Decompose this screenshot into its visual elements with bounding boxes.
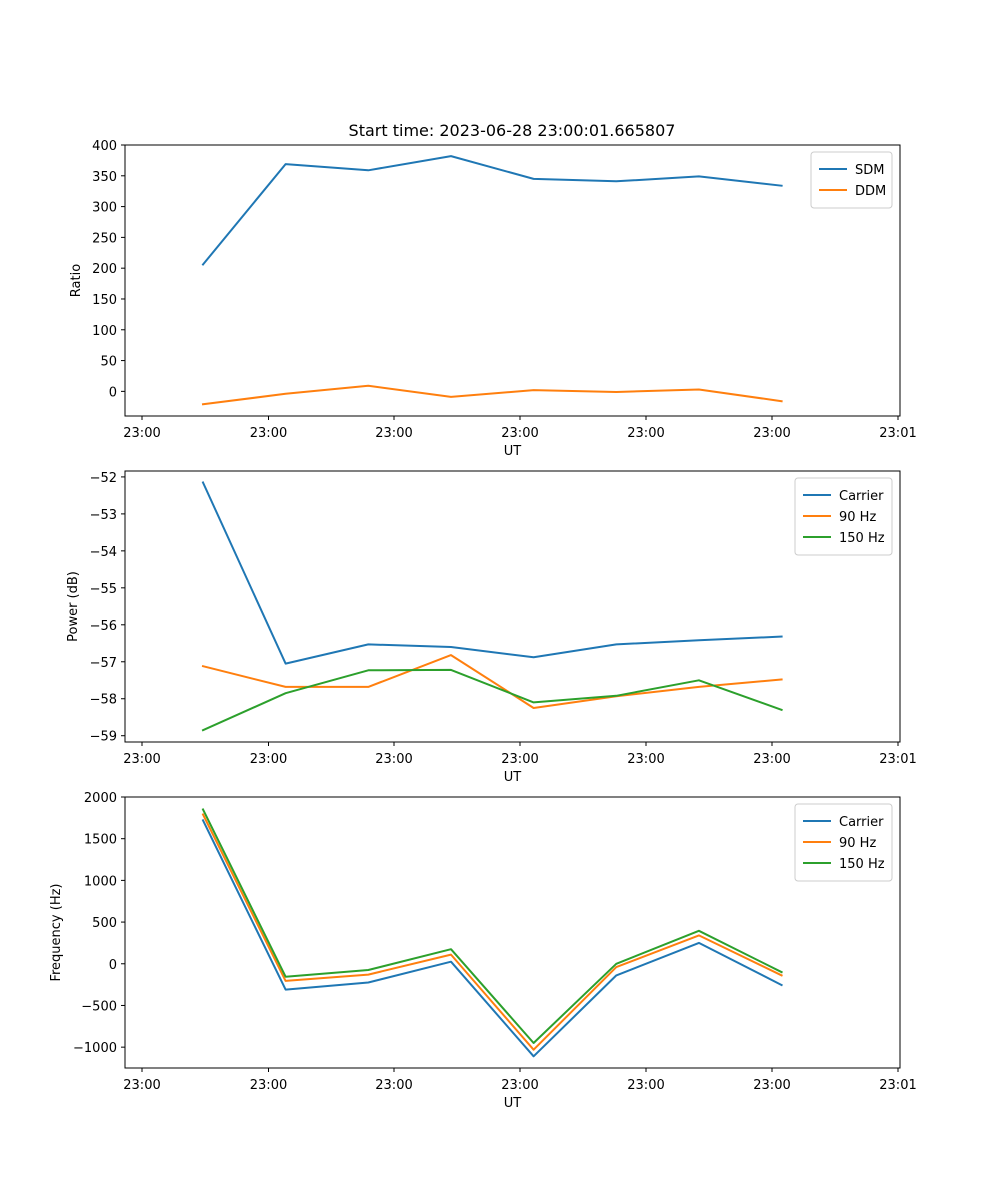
y-axis-label: Power (dB) — [66, 571, 81, 642]
legend-box — [810, 151, 893, 209]
y-tick-label: 500 — [92, 916, 117, 931]
y-tick-label: 150 — [92, 293, 117, 308]
y-tick-label: 400 — [92, 139, 117, 154]
x-tick-label: 23:00 — [627, 1078, 664, 1093]
legend-label: Carrier — [839, 815, 884, 830]
y-tick-label: −55 — [90, 582, 117, 597]
series-line-ddm — [201, 384, 783, 406]
series-line-sdm — [201, 155, 783, 266]
axes-frame — [124, 796, 901, 1069]
y-tick-label: −57 — [90, 656, 117, 671]
y-tick-label: 350 — [92, 170, 117, 185]
legend: Carrier 90 Hz 150 Hz — [794, 477, 893, 556]
y-tick-label: 1000 — [84, 874, 117, 889]
y-axis-label: Frequency (Hz) — [49, 883, 64, 981]
legend-label: 90 Hz — [839, 510, 876, 525]
series-line-150-hz — [201, 808, 783, 1044]
x-tick-label: 23:00 — [123, 1078, 160, 1093]
chart-panel-1: 0 50 100 150 200 250 300 350 400 23:00 23:00 23:00 2… — [69, 139, 917, 459]
x-tick-label: 23:00 — [627, 752, 664, 767]
chart-panel-3: −1000 −500 0 500 1000 1500 2000 23:00 23:00 23:00… — [49, 791, 917, 1111]
series-line-carrier — [201, 818, 783, 1058]
legend-label: 150 Hz — [839, 857, 885, 872]
y-tick-label: 250 — [92, 231, 117, 246]
x-axis-label: UT — [504, 444, 522, 459]
x-tick-label: 23:00 — [501, 426, 538, 441]
series-line-carrier — [201, 481, 783, 665]
x-axis-label: UT — [504, 1096, 522, 1111]
x-tick-label: 23:01 — [879, 426, 916, 441]
legend-box — [794, 803, 893, 882]
chart-panels: 0 50 100 150 200 250 300 350 400 23:00 23:00 23:00 2… — [49, 139, 917, 1111]
y-tick-label: 100 — [92, 324, 117, 339]
series-line-90-hz — [201, 654, 783, 709]
x-tick-label: 23:01 — [879, 752, 916, 767]
x-tick-label: 23:00 — [250, 426, 287, 441]
x-tick-label: 23:00 — [753, 752, 790, 767]
y-tick-label: 2000 — [84, 791, 117, 806]
x-tick-label: 23:00 — [501, 1078, 538, 1093]
x-tick-label: 23:00 — [123, 752, 160, 767]
y-tick-label: 0 — [109, 958, 117, 973]
y-tick-label: −54 — [90, 545, 117, 560]
x-tick-label: 23:00 — [250, 1078, 287, 1093]
series-line-150-hz — [201, 668, 783, 732]
y-tick-label: −53 — [90, 508, 117, 523]
x-tick-label: 23:00 — [375, 1078, 412, 1093]
legend: Carrier 90 Hz 150 Hz — [794, 803, 893, 882]
y-tick-label: −56 — [90, 619, 117, 634]
y-tick-label: 300 — [92, 201, 117, 216]
axes-frame — [124, 144, 901, 417]
x-tick-label: 23:00 — [753, 426, 790, 441]
x-tick-label: 23:00 — [753, 1078, 790, 1093]
x-tick-label: 23:00 — [627, 426, 664, 441]
y-tick-label: 1500 — [84, 833, 117, 848]
legend-label: SDM — [855, 163, 884, 178]
figure-title: Start time: 2023-06-28 23:00:01.665807 — [349, 121, 676, 140]
y-tick-label: −59 — [90, 730, 117, 745]
chart-panel-2: −59 −58 −57 −56 −55 −54 −53 −52 23:00 23:00 23:00 2… — [66, 470, 917, 785]
y-tick-label: −52 — [90, 471, 117, 486]
y-tick-label: 200 — [92, 262, 117, 277]
y-tick-label: −58 — [90, 693, 117, 708]
legend-label: 90 Hz — [839, 836, 876, 851]
x-axis-label: UT — [504, 770, 522, 785]
y-tick-label: 50 — [100, 355, 117, 370]
x-tick-label: 23:00 — [501, 752, 538, 767]
legend-label: Carrier — [839, 489, 884, 504]
x-tick-label: 23:01 — [879, 1078, 916, 1093]
y-tick-label: 0 — [109, 385, 117, 400]
series-line-90-hz — [201, 813, 783, 1051]
x-tick-label: 23:00 — [375, 752, 412, 767]
legend-box — [794, 477, 893, 556]
x-tick-label: 23:00 — [375, 426, 412, 441]
legend-label: DDM — [855, 184, 886, 199]
y-tick-label: −500 — [81, 999, 117, 1014]
legend-label: 150 Hz — [839, 531, 885, 546]
axes-frame — [124, 470, 901, 743]
legend: SDM DDM — [810, 151, 893, 209]
y-tick-label: −1000 — [73, 1041, 117, 1056]
y-axis-label: Ratio — [69, 264, 84, 297]
x-tick-label: 23:00 — [250, 752, 287, 767]
x-tick-label: 23:00 — [123, 426, 160, 441]
